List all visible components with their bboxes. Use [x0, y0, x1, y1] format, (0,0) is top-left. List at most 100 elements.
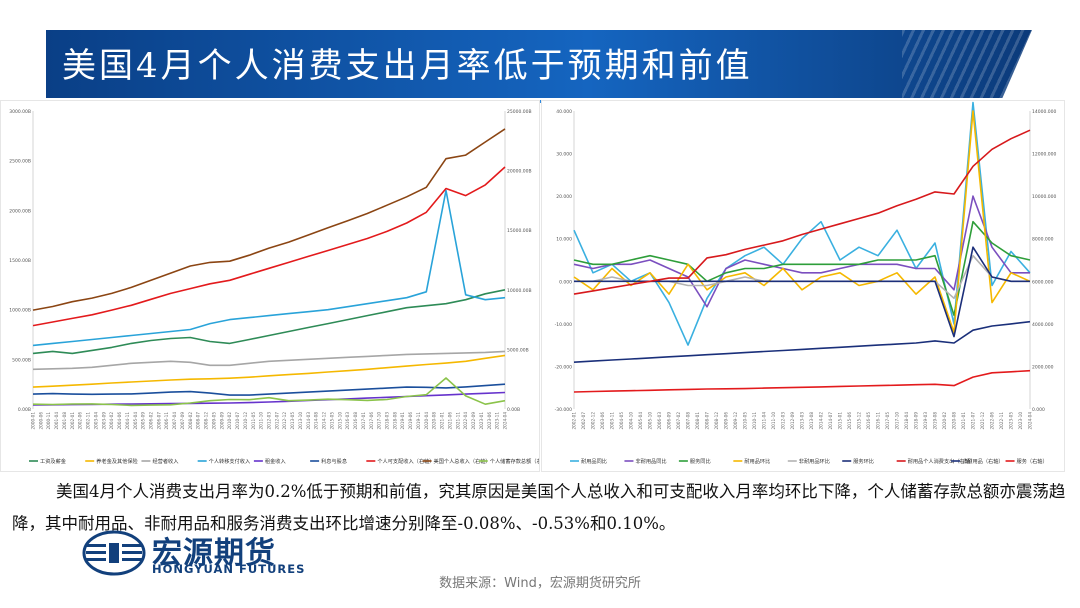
left-tick-label: 10.000 [556, 237, 572, 243]
legend-label: 租金收入 [265, 457, 286, 465]
x-tick-label: 2015-12 [857, 412, 862, 430]
x-tick-label: 2001-04 [54, 412, 59, 430]
x-tick-label: 2022-04 [463, 412, 468, 430]
chart-consumption-expenditure: -30.000 -20.000 -10.000 0.000 10.000 20.000 30… [541, 100, 1065, 472]
x-tick-label: 2015-06 [847, 412, 852, 430]
x-tick-label: 2015-01 [838, 412, 843, 430]
legend-label: 个人储蓄存款总额（右轴） [490, 457, 539, 465]
series-line [32, 189, 506, 347]
x-tick-label: 2010-02 [227, 412, 232, 430]
right-tick-label: 15000.00B [507, 228, 532, 234]
series-line [573, 101, 1031, 346]
right-tick-label: 12000.000 [1032, 152, 1056, 158]
x-tick-label: 2022-11 [999, 412, 1004, 430]
series-line [32, 166, 506, 327]
x-tick-label: 2016-08 [353, 412, 358, 430]
left-tick-label: 3000.00B [9, 109, 31, 115]
company-logo: 宏源期货 HONGYUAN FUTURES [82, 530, 322, 576]
x-tick-label: 2002-01 [572, 412, 577, 430]
data-source: 数据来源：Wind，宏源期货研究所 [439, 576, 641, 591]
right-tick-label: 2000.000 [1032, 364, 1054, 370]
x-tick-label: 2002-06 [78, 412, 83, 430]
x-tick-label: 2008-12 [714, 412, 719, 430]
left-tick-label: -10.000 [555, 322, 573, 328]
x-tick-label: 2003-04 [93, 412, 98, 430]
x-tick-label: 2000-06 [38, 412, 43, 430]
x-tick-label: 2021-12 [980, 412, 985, 430]
x-tick-label: 2014-02 [819, 412, 824, 430]
series-line [32, 289, 506, 355]
series-line [573, 129, 1031, 295]
x-tick-label: 2018-09 [914, 412, 919, 430]
x-tick-label: 2019-06 [408, 412, 413, 430]
series-line [573, 195, 1030, 308]
x-tick-label: 2013-08 [809, 412, 814, 430]
legend-label: 服务（右轴） [1017, 457, 1048, 465]
x-tick-label: 2013-10 [298, 412, 303, 430]
x-tick-label: 2005-09 [141, 412, 146, 430]
legend-label: 耐用品同比 [581, 457, 607, 465]
series-line [32, 354, 506, 388]
x-tick-label: 2011-05 [251, 412, 256, 430]
x-tick-label: 2009-06 [724, 412, 729, 430]
right-tick-label: 8000.000 [1032, 237, 1054, 243]
series-line [32, 350, 506, 371]
x-tick-label: 2005-10 [648, 412, 653, 430]
legend-label: 美国个人总收入（右轴） [434, 457, 491, 465]
x-tick-label: 2002-12 [591, 412, 596, 430]
chart-right-svg: -30.000 -20.000 -10.000 0.000 10.000 20.000 30… [555, 101, 1056, 465]
x-tick-label: 2021-01 [961, 412, 966, 430]
x-tick-label: 2018-08 [392, 412, 397, 430]
right-tick-label: 5000.00B [507, 347, 529, 353]
x-tick-label: 2023-05 [1009, 412, 1014, 430]
x-tick-label: 2020-02 [942, 412, 947, 430]
right-tick-label: 0.00B [507, 407, 520, 413]
x-tick-label: 2019-01 [400, 412, 405, 430]
x-tick-label: 2007-09 [180, 412, 185, 430]
left-tick-label: 20.000 [556, 194, 572, 200]
x-tick-label: 2005-04 [133, 412, 138, 430]
x-tick-label: 2009-09 [219, 412, 224, 430]
logo-english-name: HONGYUAN FUTURES [152, 562, 306, 576]
x-tick-label: 2017-06 [369, 412, 374, 430]
x-tick-label: 2006-09 [667, 412, 672, 430]
right-tick-label: 4000.000 [1032, 322, 1054, 328]
x-tick-label: 2022-09 [471, 412, 476, 430]
x-tick-label: 2004-02 [109, 412, 114, 430]
x-tick-label: 2016-05 [866, 412, 871, 430]
left-tick-label: 0.00B [18, 407, 31, 413]
series-line [32, 377, 506, 407]
x-tick-label: 2003-09 [101, 412, 106, 430]
x-tick-label: 2012-09 [790, 412, 795, 430]
x-tick-label: 2004-05 [619, 412, 624, 430]
chart-personal-income: 0.00B 500.00B 1000.00B 1500.00B 2000.00B 2500… [0, 100, 540, 472]
legend-label: 非耐用品同比 [635, 457, 666, 465]
x-tick-label: 2024-04 [1028, 412, 1033, 430]
x-tick-label: 2023-11 [495, 412, 500, 430]
x-tick-label: 2002-11 [86, 412, 91, 430]
x-tick-label: 2014-07 [828, 412, 833, 430]
x-tick-label: 2010-05 [743, 412, 748, 430]
left-tick-label: 500.00B [12, 357, 31, 363]
x-tick-label: 2004-06 [117, 412, 122, 430]
x-tick-label: 2016-11 [876, 412, 881, 430]
x-tick-label: 2007-08 [686, 412, 691, 430]
x-tick-label: 2017-10 [377, 412, 382, 430]
logo-mark-icon [82, 530, 146, 576]
x-tick-label: 2009-12 [733, 412, 738, 430]
x-tick-label: 2012-03 [267, 412, 272, 430]
legend-label: 工资及薪金 [40, 457, 67, 465]
legend-label: 非耐用品（右轴） [962, 457, 1004, 465]
chart-left-svg: 0.00B 500.00B 1000.00B 1500.00B 2000.00B 2500… [9, 109, 539, 465]
x-tick-label: 2008-07 [196, 412, 201, 430]
x-tick-label: 2011-04 [762, 412, 767, 430]
left-tick-label: 30.000 [556, 152, 572, 158]
x-tick-label: 2016-03 [345, 412, 350, 430]
x-tick-label: 2015-10 [337, 412, 342, 430]
x-tick-label: 2008-02 [188, 412, 193, 430]
x-tick-label: 2006-03 [657, 412, 662, 430]
legend-label: 非耐用品环比 [799, 457, 830, 465]
x-tick-label: 2013-05 [290, 412, 295, 430]
left-tick-label: 2500.00B [9, 159, 31, 165]
x-tick-label: 2019-03 [923, 412, 928, 430]
